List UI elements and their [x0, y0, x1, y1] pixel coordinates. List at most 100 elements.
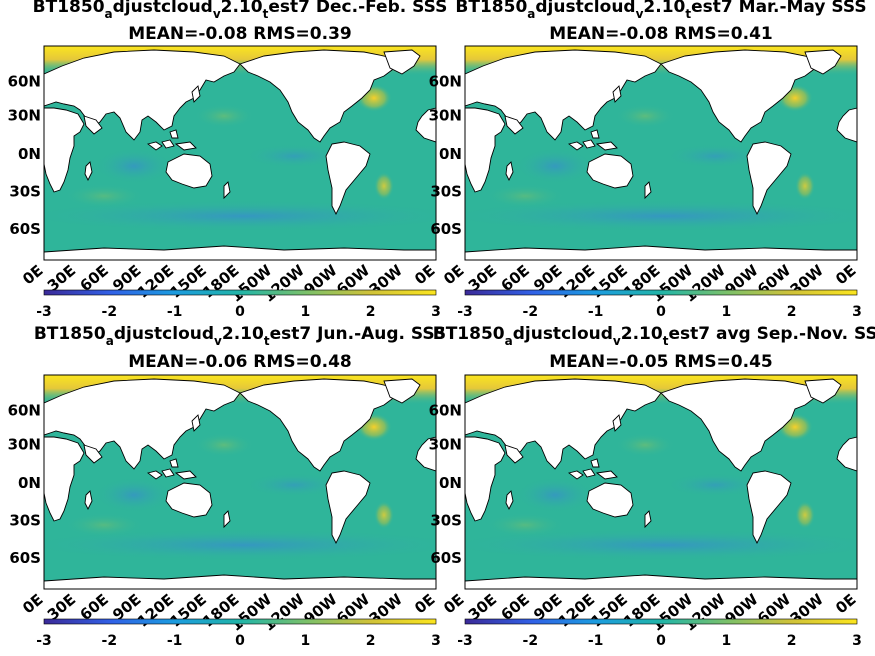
lat-label: 30N: [8, 107, 41, 125]
map-frame: [464, 45, 858, 261]
lat-label: 0N: [18, 145, 41, 163]
colorbar-tick: -1: [588, 633, 604, 649]
title-subscript: a: [105, 7, 113, 21]
title-subscript: t: [663, 334, 669, 348]
title-subscript: a: [527, 7, 535, 21]
lon-label: 150E: [166, 261, 209, 302]
lat-label: 60N: [429, 72, 462, 90]
colorbar-tick: 0: [235, 304, 245, 320]
colorbar-tick: 2: [366, 633, 376, 649]
colorbar-tick: 3: [852, 633, 862, 649]
colorbar: [43, 618, 437, 625]
lat-label: 30S: [9, 183, 41, 201]
title-subscript: v: [613, 334, 621, 348]
title-segment: djustcloud: [113, 0, 213, 17]
title-segment: est7 Jun.-Aug. SSS: [270, 324, 447, 344]
colorbar-tick: -2: [523, 304, 539, 320]
map-panel-4: BT1850adjustcloudv2.10test7 avg Sep.-Nov…: [429, 324, 875, 649]
lat-label: 30S: [9, 512, 41, 530]
title-segment: BT1850: [455, 0, 527, 17]
colorbar-tick: 2: [787, 304, 797, 320]
lat-label: 60S: [430, 220, 462, 238]
title-subscript: t: [685, 7, 691, 21]
colorbar-tick: -1: [588, 304, 604, 320]
lat-label: 30S: [430, 512, 462, 530]
colorbar-tick: -2: [523, 633, 539, 649]
colorbar-tick: -3: [457, 633, 473, 649]
colorbar-tick: 2: [366, 304, 376, 320]
lon-label: 150E: [587, 261, 630, 302]
title-subscript: v: [636, 7, 644, 21]
lat-label: 60S: [9, 220, 41, 238]
colorbar-tick: 0: [656, 633, 666, 649]
lon-label: 0E: [440, 590, 467, 617]
lat-label: 60S: [430, 549, 462, 567]
colorbar-tick: 1: [300, 304, 310, 320]
panel-title: BT1850adjustcloudv2.10test7 Dec.-Feb. SS…: [33, 0, 448, 21]
lat-label: 30N: [8, 436, 41, 454]
lat-label: 60N: [8, 401, 41, 419]
colorbar: [464, 289, 858, 296]
title-subscript: t: [263, 7, 269, 21]
colorbar-tick: 1: [721, 304, 731, 320]
lat-label: 60N: [8, 72, 41, 90]
lat-label: 0N: [18, 474, 41, 492]
map-frame: [43, 45, 437, 261]
lat-label: 30N: [429, 107, 462, 125]
colorbar-tick: 0: [235, 633, 245, 649]
sss-map: [465, 375, 857, 589]
lon-label: 0E: [19, 590, 46, 617]
map-panel-1: BT1850adjustcloudv2.10test7 Dec.-Feb. SS…: [8, 0, 448, 320]
panel-stats: MEAN=-0.05 RMS=0.45: [549, 352, 773, 372]
sss-map: [44, 46, 436, 260]
title-segment: 2.10: [621, 324, 663, 344]
colorbar-tick: -2: [102, 304, 118, 320]
title-subscript: v: [214, 334, 222, 348]
title-segment: djustcloud: [513, 324, 613, 344]
colorbar-tick: 1: [300, 633, 310, 649]
lon-label: 120E: [134, 261, 177, 302]
colorbar-tick: -2: [102, 633, 118, 649]
title-segment: BT1850: [433, 324, 505, 344]
lat-label: 60S: [9, 549, 41, 567]
panel-stats: MEAN=-0.08 RMS=0.39: [128, 24, 352, 44]
colorbar-tick: 2: [787, 633, 797, 649]
panel-title: BT1850adjustcloudv2.10test7 avg Sep.-Nov…: [433, 324, 875, 348]
map-frame: [464, 374, 858, 590]
sss-map: [465, 46, 857, 260]
title-segment: BT1850: [33, 0, 105, 17]
title-subscript: a: [505, 334, 513, 348]
lon-label: 0E: [440, 261, 467, 288]
colorbar-tick: -3: [457, 304, 473, 320]
title-segment: 2.10: [222, 324, 264, 344]
colorbar-tick: 3: [852, 304, 862, 320]
lon-label: 150E: [587, 590, 630, 631]
title-subscript: t: [264, 334, 270, 348]
map-panel-3: BT1850adjustcloudv2.10test7 Jun.-Aug. SS…: [8, 324, 447, 649]
colorbar-tick: -1: [167, 633, 183, 649]
colorbar: [43, 289, 437, 296]
map-frame: [43, 374, 437, 590]
title-segment: djustcloud: [114, 324, 214, 344]
colorbar-tick: -1: [167, 304, 183, 320]
title-subscript: a: [106, 334, 114, 348]
lat-label: 0N: [439, 474, 462, 492]
lat-label: 0N: [439, 145, 462, 163]
title-subscript: v: [213, 7, 221, 21]
colorbar-tick: 0: [656, 304, 666, 320]
lon-label: 120E: [555, 261, 598, 302]
colorbar-tick: -3: [36, 304, 52, 320]
lon-label: 0E: [19, 261, 46, 288]
title-segment: 2.10: [643, 0, 685, 17]
colorbar-tick: 1: [721, 633, 731, 649]
sss-map: [44, 375, 436, 589]
panel-title: BT1850adjustcloudv2.10test7 Jun.-Aug. SS…: [34, 324, 446, 348]
panel-title: BT1850adjustcloudv2.10test7 Mar.-May SSS: [455, 0, 866, 21]
title-segment: djustcloud: [535, 0, 635, 17]
colorbar: [464, 618, 858, 625]
lon-label: 0E: [411, 590, 438, 617]
title-segment: BT1850: [34, 324, 106, 344]
title-segment: est7 Mar.-May SSS: [691, 0, 866, 17]
lon-label: 0E: [832, 590, 859, 617]
